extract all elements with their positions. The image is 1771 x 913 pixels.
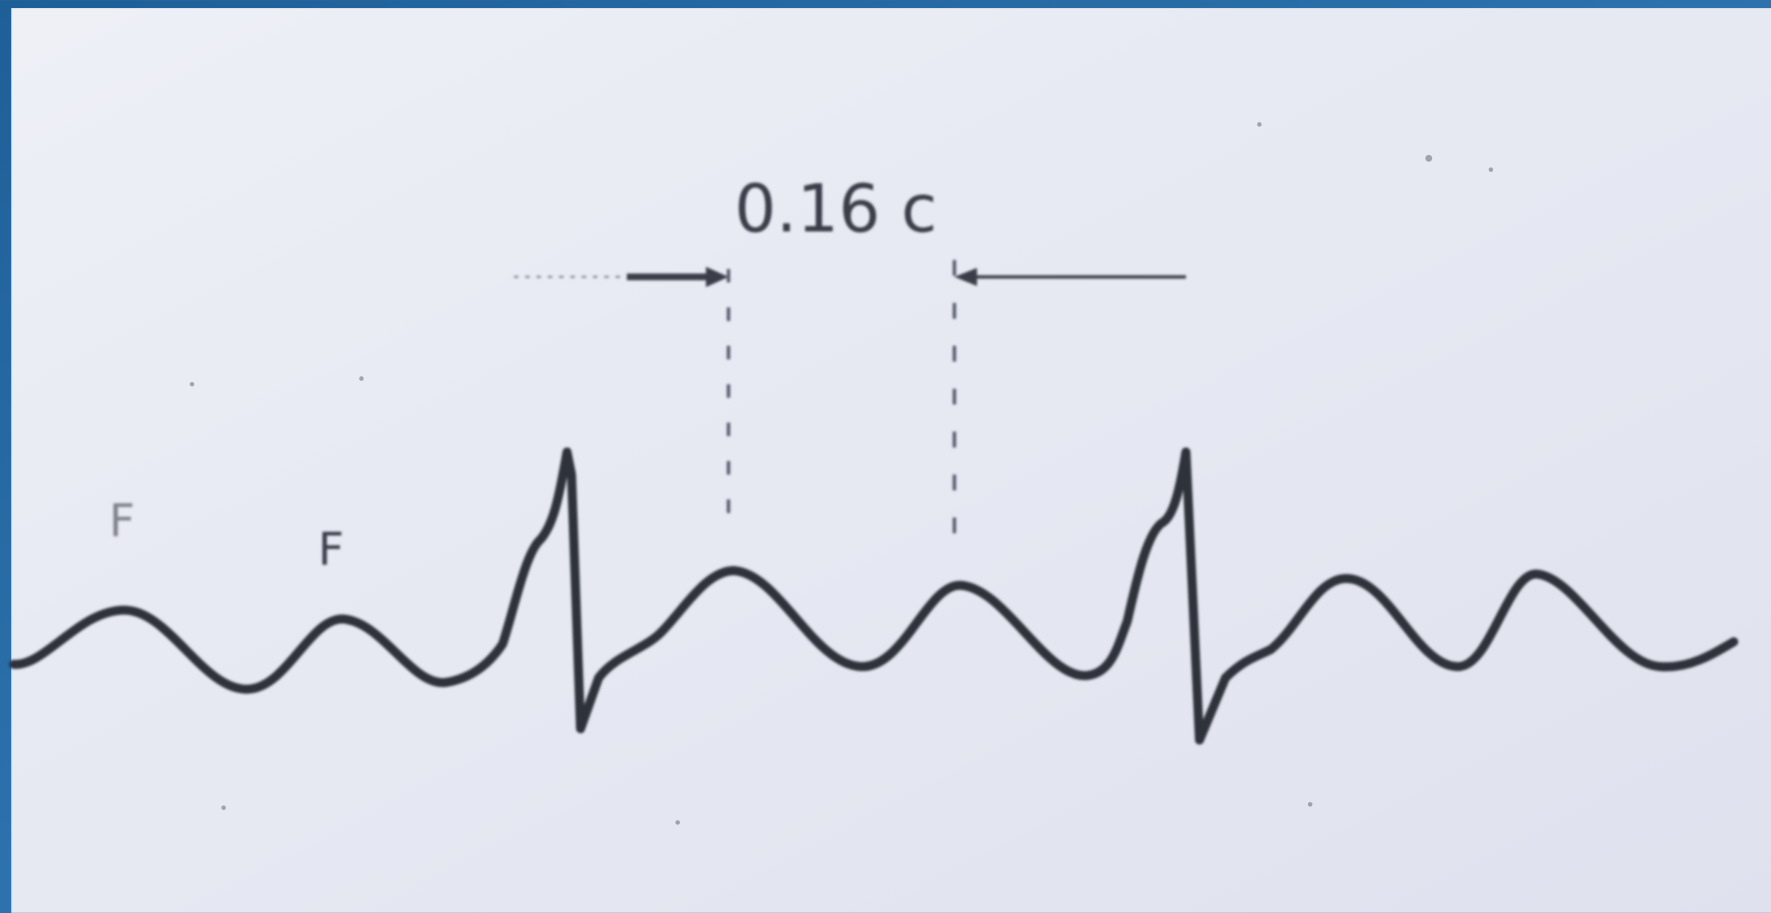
wave-label: F <box>109 495 135 548</box>
interval-label: 0.16 c <box>734 172 937 248</box>
paper <box>11 8 1771 913</box>
wave-label: F <box>318 523 344 576</box>
ecg-photo: 0.16 c F F <box>0 0 1771 913</box>
page: 0.16 c F F (() => { const data = JSON.pa… <box>0 0 1771 913</box>
